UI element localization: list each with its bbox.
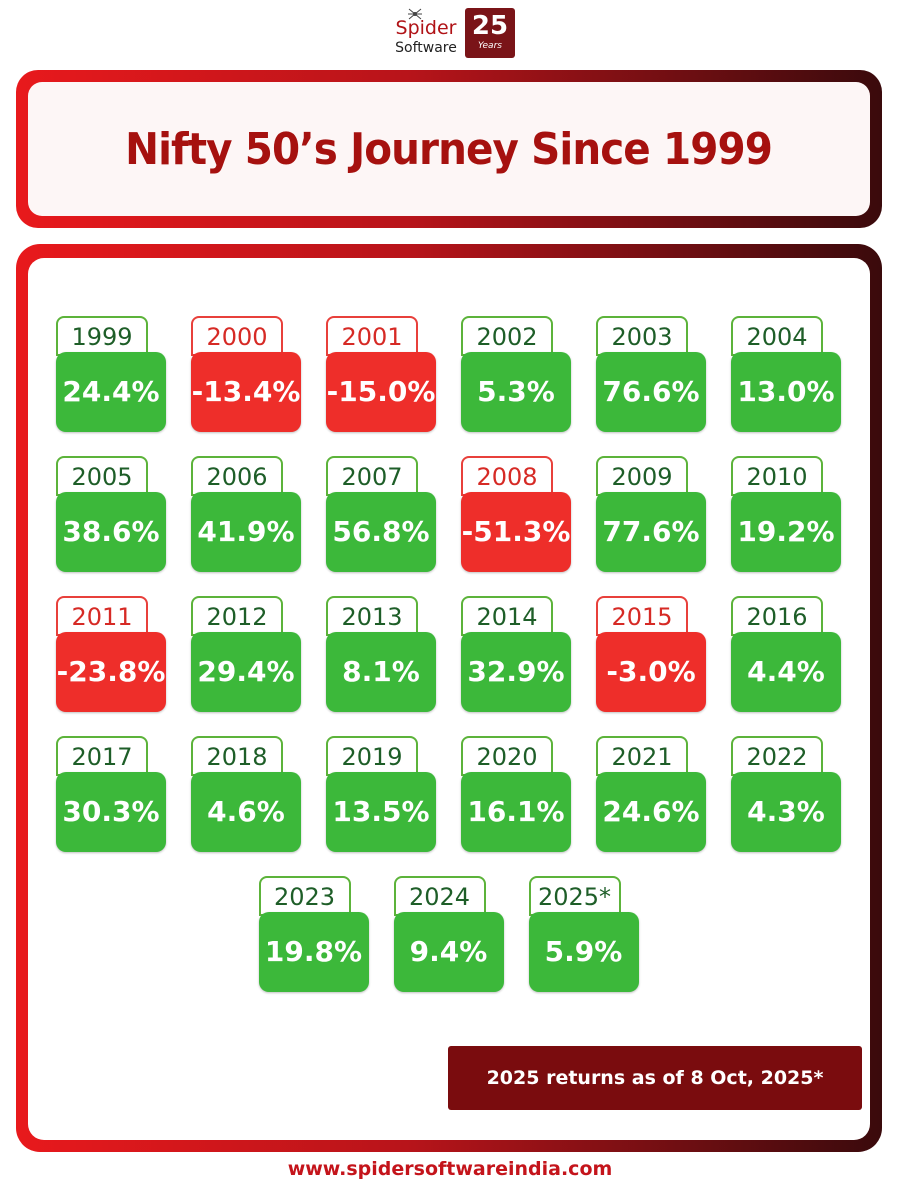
brand-logo: Spider Software 25 Years: [388, 6, 518, 58]
year-tile: 2008 -51.3%: [461, 456, 573, 574]
positive-return-value: 29.4%: [191, 632, 301, 712]
positive-return-value: 13.0%: [731, 352, 841, 432]
year-tile: 2003 76.6%: [596, 316, 708, 434]
badge-number: 25: [471, 11, 509, 41]
year-tile: 2010 19.2%: [731, 456, 843, 574]
positive-return-value: 24.6%: [596, 772, 706, 852]
year-tile: 2006 41.9%: [191, 456, 303, 574]
year-label: 2000: [191, 316, 283, 356]
title-panel: Nifty 50’s Journey Since 1999: [16, 70, 882, 228]
year-tile: 2005 38.6%: [56, 456, 168, 574]
year-label: 2024: [393, 876, 486, 916]
year-label: 2006: [191, 456, 283, 496]
year-tile: 2020 16.1%: [461, 736, 573, 854]
positive-return-value: 8.1%: [326, 632, 436, 712]
year-tile: 2004 13.0%: [731, 316, 843, 434]
year-tile: 2021 24.6%: [596, 736, 708, 854]
year-label: 2019: [326, 736, 418, 776]
year-tile: 2012 29.4%: [191, 596, 303, 714]
year-label: 2016: [731, 596, 823, 636]
year-label: 2015: [596, 596, 688, 636]
year-label: 1999: [56, 316, 148, 356]
title-panel-inner: Nifty 50’s Journey Since 1999: [28, 82, 870, 216]
positive-return-value: 5.3%: [461, 352, 571, 432]
positive-return-value: 76.6%: [596, 352, 706, 432]
year-label: 2017: [56, 736, 148, 776]
year-tile: 2002 5.3%: [461, 316, 573, 434]
year-tile: 2007 56.8%: [326, 456, 438, 574]
year-label: 2018: [191, 736, 283, 776]
positive-return-value: 4.3%: [731, 772, 841, 852]
year-label: 2002: [461, 316, 553, 356]
year-label: 2001: [326, 316, 418, 356]
positive-return-value: 41.9%: [191, 492, 301, 572]
year-tile: 2000 -13.4%: [191, 316, 303, 434]
positive-return-value: 30.3%: [56, 772, 166, 852]
positive-return-value: 19.8%: [258, 912, 369, 992]
year-label: 2010: [731, 456, 823, 496]
positive-return-value: 9.4%: [393, 912, 504, 992]
year-tile: 2016 4.4%: [731, 596, 843, 714]
positive-return-value: 4.6%: [191, 772, 301, 852]
year-tile: 2018 4.6%: [191, 736, 303, 854]
year-tile: 2017 30.3%: [56, 736, 168, 854]
year-label: 2013: [326, 596, 418, 636]
year-tile: 2023 19.8%: [258, 876, 371, 994]
year-tile: 2009 77.6%: [596, 456, 708, 574]
year-tile: 2013 8.1%: [326, 596, 438, 714]
year-label: 2025*: [528, 876, 621, 916]
year-label: 2008: [461, 456, 553, 496]
returns-panel-inner: 1999 24.4% 2000 -13.4% 2001 -15.0% 2002 5.3% 200…: [28, 258, 870, 1140]
year-label: 2003: [596, 316, 688, 356]
page-title: Nifty 50’s Journey Since 1999: [125, 123, 774, 175]
website-link[interactable]: www.spidersoftwareindia.com: [287, 1158, 613, 1180]
negative-return-value: -3.0%: [596, 632, 706, 712]
year-tile: 2015 -3.0%: [596, 596, 708, 714]
year-label: 2014: [461, 596, 553, 636]
year-tile: 1999 24.4%: [56, 316, 168, 434]
positive-return-value: 13.5%: [326, 772, 436, 852]
year-tile: 2024 9.4%: [393, 876, 506, 994]
positive-return-value: 38.6%: [56, 492, 166, 572]
positive-return-value: 4.4%: [731, 632, 841, 712]
year-label: 2011: [56, 596, 148, 636]
negative-return-value: -23.8%: [56, 632, 166, 712]
returns-grid: 1999 24.4% 2000 -13.4% 2001 -15.0% 2002 5.3% 200…: [28, 258, 870, 1140]
year-tile: 2025* 5.9%: [528, 876, 641, 994]
logo-name-software: Software: [395, 40, 457, 56]
positive-return-value: 16.1%: [461, 772, 571, 852]
year-label: 2022: [731, 736, 823, 776]
badge-years: Years: [478, 41, 502, 51]
logo-name-spider: Spider: [395, 17, 457, 39]
year-tile: 2022 4.3%: [731, 736, 843, 854]
year-label: 2021: [596, 736, 688, 776]
footnote-box: 2025 returns as of 8 Oct, 2025*: [448, 1046, 862, 1110]
year-label: 2007: [326, 456, 418, 496]
year-label: 2012: [191, 596, 283, 636]
spider-icon: [408, 8, 422, 20]
year-label: 2009: [596, 456, 688, 496]
year-tile: 2011 -23.8%: [56, 596, 168, 714]
year-label: 2004: [731, 316, 823, 356]
positive-return-value: 56.8%: [326, 492, 436, 572]
negative-return-value: -51.3%: [461, 492, 571, 572]
positive-return-value: 77.6%: [596, 492, 706, 572]
negative-return-value: -13.4%: [191, 352, 301, 432]
positive-return-value: 32.9%: [461, 632, 571, 712]
year-label: 2023: [258, 876, 351, 916]
returns-panel: 1999 24.4% 2000 -13.4% 2001 -15.0% 2002 5.3% 200…: [16, 244, 882, 1152]
year-tile: 2001 -15.0%: [326, 316, 438, 434]
positive-return-value: 24.4%: [56, 352, 166, 432]
year-tile: 2019 13.5%: [326, 736, 438, 854]
positive-return-value: 5.9%: [528, 912, 639, 992]
negative-return-value: -15.0%: [326, 352, 436, 432]
year-tile: 2014 32.9%: [461, 596, 573, 714]
anniversary-badge: 25 Years: [465, 8, 515, 58]
positive-return-value: 19.2%: [731, 492, 841, 572]
year-label: 2005: [56, 456, 148, 496]
year-label: 2020: [461, 736, 553, 776]
